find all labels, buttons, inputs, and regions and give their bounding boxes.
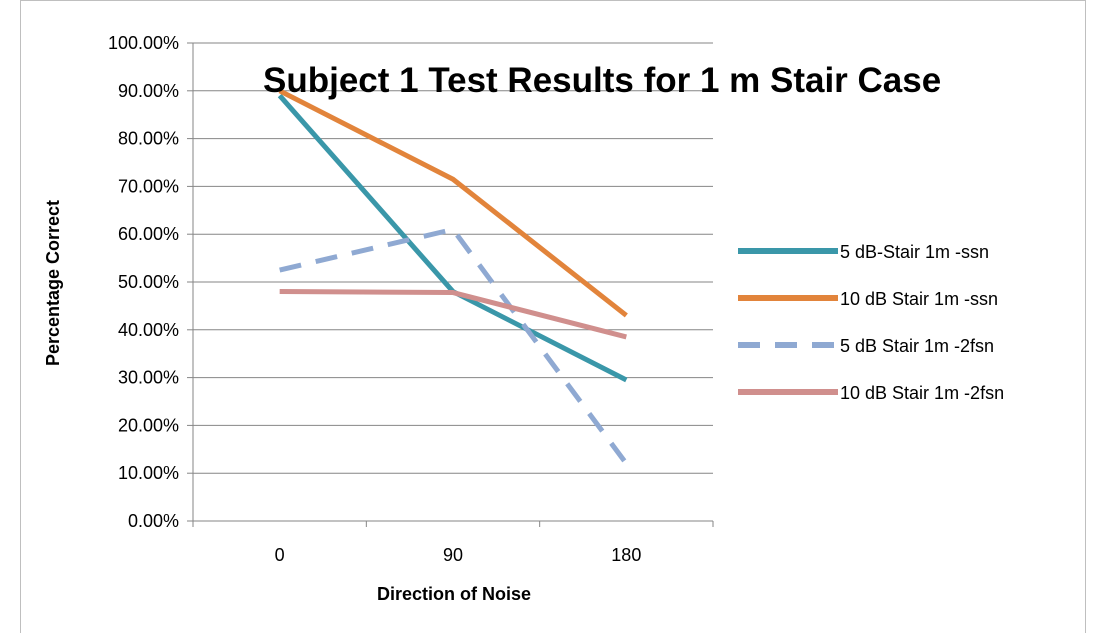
gridlines [193,42,713,474]
y-tick-label: 0.00% [128,511,179,531]
x-tick-labels: 0 90 180 [275,545,642,565]
chart-title: Subject 1 Test Results for 1 m Stair Cas… [263,61,941,100]
x-tick-label: 0 [275,545,285,565]
x-tick-label: 90 [443,545,463,565]
x-axis-title: Direction of Noise [377,584,531,604]
y-tick-label: 80.00% [118,129,179,149]
y-tick-label: 20.00% [118,415,179,435]
legend-label-2: 10 dB Stair 1m -ssn [840,289,998,309]
series-line-2 [278,88,628,318]
axes [187,42,714,527]
legend: 5 dB-Stair 1m -ssn 10 dB Stair 1m -ssn 5 d… [738,242,1004,403]
series-line-3 [279,226,629,466]
series-line-4 [279,289,627,340]
y-tick-label: 100.00% [108,33,179,53]
series-lines [277,88,629,466]
y-tick-label: 50.00% [118,272,179,292]
y-tick-label: 60.00% [118,224,179,244]
y-tick-labels: 0.00% 10.00% 20.00% 30.00% 40.00% 50.00% 60.00… [108,33,179,531]
y-tick-label: 30.00% [118,368,179,388]
x-tick-label: 180 [611,545,641,565]
y-tick-label: 90.00% [118,81,179,101]
y-tick-label: 70.00% [118,176,179,196]
legend-label-1: 5 dB-Stair 1m -ssn [840,242,989,262]
y-tick-label: 40.00% [118,320,179,340]
legend-label-3: 5 dB Stair 1m -2fsn [840,336,994,356]
y-axis-title: Percentage Correct [43,200,63,366]
legend-label-4: 10 dB Stair 1m -2fsn [840,383,1004,403]
y-tick-label: 10.00% [118,463,179,483]
